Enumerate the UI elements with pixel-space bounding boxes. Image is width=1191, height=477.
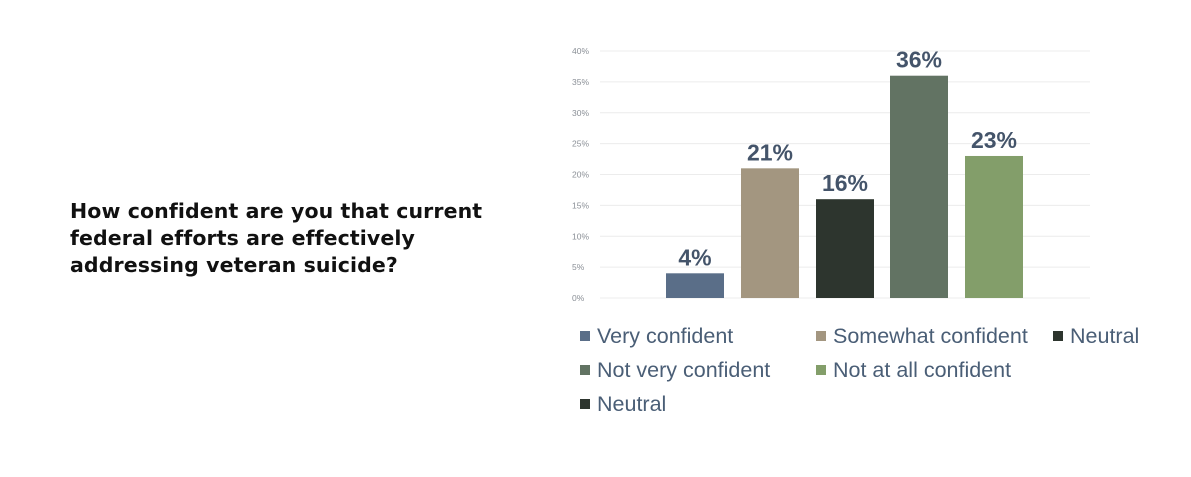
question-line-3: addressing veteran suicide? (70, 253, 398, 277)
legend-label: Somewhat confident (833, 323, 1028, 348)
bar (816, 199, 874, 298)
y-tick-label: 25% (572, 139, 589, 149)
bar (890, 75, 948, 298)
legend-item-very-confident: Very confident (580, 321, 733, 351)
y-tick-label: 5% (572, 262, 585, 272)
question-line-1: How confident are you that current (70, 199, 483, 223)
legend-swatch (580, 399, 590, 409)
legend-label: Neutral (597, 391, 667, 416)
bar (666, 273, 724, 298)
legend-label: Very confident (597, 323, 734, 348)
legend-item-neutral-duplicate: Neutral (580, 389, 666, 419)
bar (965, 155, 1023, 298)
legend-swatch (580, 331, 590, 341)
legend-swatch (816, 365, 826, 375)
question-line-2: federal efforts are effectively (70, 226, 415, 250)
survey-question: How confident are you that current feder… (70, 198, 530, 279)
legend-item-not-at-all-confident: Not at all confident (816, 355, 1011, 385)
legend-swatch (816, 331, 826, 341)
bar (741, 168, 799, 298)
y-tick-label: 30% (572, 108, 589, 118)
legend-label: Not at all confident (833, 357, 1012, 382)
bar-chart: 0% 5% 10% 15% 20% 25% 30% 35% 40% 4% 21% 16% 36% 23% (560, 40, 1100, 320)
y-tick-label: 40% (572, 46, 589, 56)
legend-item-somewhat-confident: Somewhat confident (816, 321, 1028, 351)
data-label: 16% (822, 170, 868, 196)
bar-chart-svg: 0% 5% 10% 15% 20% 25% 30% 35% 40% 4% 21% 16% 36% 23% (572, 46, 1090, 303)
data-label: 36% (896, 47, 942, 73)
data-label: 4% (678, 244, 711, 270)
legend-item-neutral: Neutral (1053, 321, 1139, 351)
legend-swatch (580, 365, 590, 375)
y-tick-label: 10% (572, 231, 589, 241)
data-label: 21% (747, 139, 793, 165)
legend-item-not-very-confident: Not very confident (580, 355, 770, 385)
legend-label: Not very confident (597, 357, 771, 382)
data-label: 23% (971, 127, 1017, 153)
y-tick-label: 15% (572, 200, 589, 210)
y-tick-label: 20% (572, 170, 589, 180)
legend-label: Neutral (1070, 323, 1140, 348)
legend-swatch (1053, 331, 1063, 341)
y-tick-label: 0% (572, 293, 585, 303)
y-tick-label: 35% (572, 77, 589, 87)
